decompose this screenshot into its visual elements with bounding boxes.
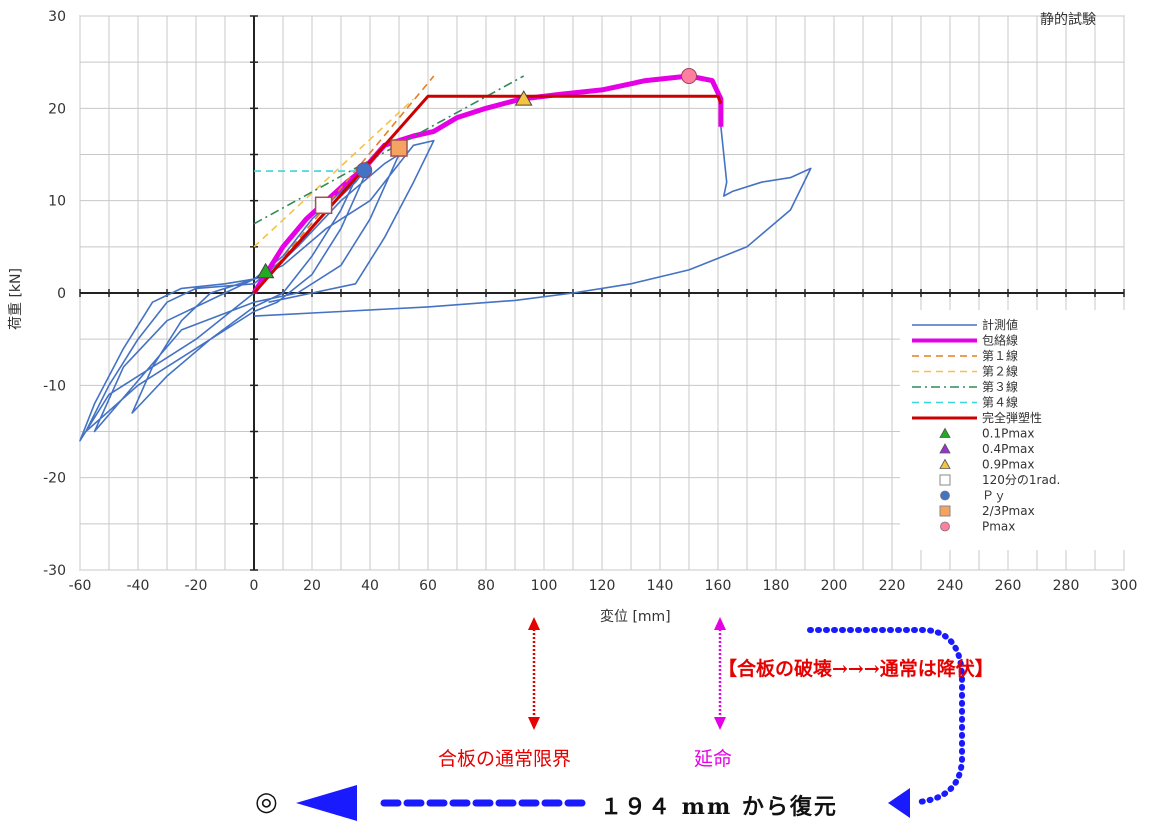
- legend-swatch: [940, 521, 950, 532]
- legend-label: 0.1Pmax: [982, 427, 1034, 441]
- x-tick-label: -60: [69, 578, 92, 594]
- annotation-graphics: [296, 617, 965, 821]
- restore-arrow-head-right: [888, 788, 910, 818]
- y-tick-label: -30: [43, 563, 66, 579]
- plywood-limit-arrow-top: [528, 617, 540, 630]
- life-extension-arrow-bottom: [714, 717, 726, 730]
- x-tick-label: 20: [303, 578, 321, 594]
- y-tick-label: -10: [43, 378, 66, 394]
- legend-label: 第２線: [982, 364, 1018, 379]
- x-tick-label: 260: [995, 578, 1022, 594]
- series-line-第１線: [253, 75, 435, 294]
- x-tick-label: 200: [821, 578, 848, 594]
- marker-120分の1rad.: [314, 196, 333, 215]
- legend-label: Ｐｙ: [982, 489, 1006, 503]
- legend-label: 120分の1rad.: [982, 473, 1060, 487]
- x-tick-label: 280: [1053, 578, 1080, 594]
- x-tick-label: 240: [937, 578, 964, 594]
- marker-Pmax: [681, 68, 697, 85]
- target-mark: ◎: [255, 787, 278, 817]
- legend-label: 完全弾塑性: [982, 410, 1042, 425]
- restore-label: １９４ mm から復元: [600, 794, 838, 820]
- x-tick-label: 120: [589, 578, 616, 594]
- series-line-第３線: [253, 75, 525, 225]
- series-line-完全弾塑性: [252, 94, 723, 294]
- x-tick-label: -20: [185, 578, 208, 594]
- chart-title: 静的試験: [1040, 12, 1096, 28]
- x-tick-label: -40: [127, 578, 150, 594]
- legend-label: 計測値: [982, 317, 1018, 332]
- legend-label: 第４線: [982, 395, 1018, 410]
- series-line-第２線: [253, 98, 415, 248]
- legend-label: 2/3Pmax: [982, 504, 1035, 518]
- chart-markers: [256, 68, 697, 279]
- y-tick-label: 20: [48, 101, 66, 117]
- restore-path-curve: [807, 627, 965, 805]
- legend-label: 第１線: [982, 348, 1018, 363]
- x-tick-label: 60: [419, 578, 437, 594]
- x-tick-label: 40: [361, 578, 379, 594]
- y-tick-label: 10: [48, 194, 66, 210]
- chart-tick-labels: -60 -40 -20 0 20 40 60 80 100 120 140 160 180 200 220 2…: [43, 9, 1137, 594]
- x-tick-label: 0: [250, 578, 259, 594]
- y-tick-label: -20: [43, 471, 66, 487]
- x-tick-label: 160: [705, 578, 732, 594]
- y-tick-label: 0: [57, 286, 66, 302]
- x-tick-label: 80: [477, 578, 495, 594]
- series-line-計測値: [79, 139, 435, 442]
- y-axis-label: 荷重 [kN]: [8, 268, 24, 330]
- x-axis-label: 変位 [mm]: [600, 608, 671, 625]
- x-tick-label: 300: [1111, 578, 1138, 594]
- legend-label: 0.9Pmax: [982, 458, 1034, 472]
- marker-Ｐｙ: [356, 162, 373, 179]
- legend-label: 第３線: [982, 379, 1018, 394]
- legend-swatch: [939, 505, 951, 517]
- legend-label: 包絡線: [982, 333, 1018, 348]
- y-tick-label: 30: [48, 9, 66, 25]
- restore-arrow-head-left: [296, 785, 357, 821]
- marker-0.9Pmax: [514, 90, 533, 106]
- x-tick-label: 220: [879, 578, 906, 594]
- legend-swatch: [939, 443, 951, 454]
- plywood-limit-label: 合板の通常限界: [438, 748, 572, 770]
- x-tick-label: 180: [763, 578, 790, 594]
- life-extension-label: 延命: [694, 748, 733, 770]
- marker-2/3Pmax: [390, 139, 408, 157]
- legend-label: Pmax: [982, 520, 1015, 534]
- legend-swatch: [939, 427, 951, 438]
- life-extension-arrow-top: [714, 617, 726, 630]
- plywood-limit-arrow-bottom: [528, 717, 540, 730]
- break-annotation: 【合板の破壊→→→通常は降伏】: [718, 658, 994, 680]
- legend-swatch: [939, 458, 951, 469]
- series-line-計測値: [253, 99, 812, 317]
- legend-box: [900, 310, 1125, 550]
- legend-swatch: [939, 474, 951, 486]
- x-tick-label: 100: [531, 578, 558, 594]
- x-tick-label: 140: [647, 578, 674, 594]
- legend-swatch: [940, 490, 950, 501]
- legend-label: 0.4Pmax: [982, 442, 1034, 456]
- marker-0.1Pmax: [256, 262, 275, 279]
